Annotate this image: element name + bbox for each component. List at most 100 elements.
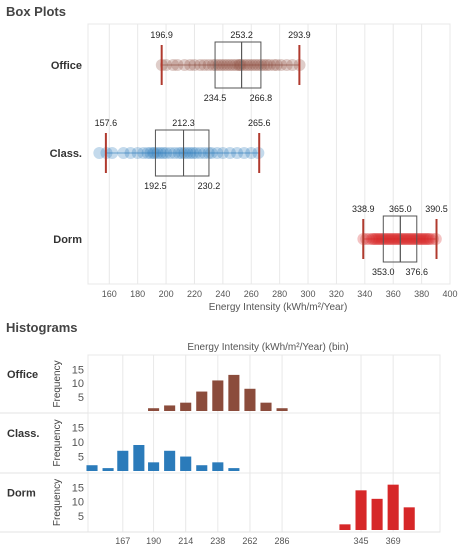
box-point-office-33 bbox=[270, 59, 283, 71]
box-point-office-20 bbox=[233, 59, 246, 71]
box-point-office-12 bbox=[212, 59, 225, 71]
box-point-class-0 bbox=[93, 147, 106, 159]
box-point-office-25 bbox=[246, 59, 259, 71]
box-point-class-25 bbox=[198, 147, 211, 159]
hist-bar-class-250 bbox=[228, 468, 240, 471]
box-point-class-11 bbox=[151, 147, 164, 159]
box-point-office-1 bbox=[160, 59, 173, 71]
box-point-dorm-31 bbox=[405, 233, 418, 245]
box-point-dorm-14 bbox=[381, 233, 394, 245]
box-point-dorm-33 bbox=[408, 233, 421, 245]
hist-bar-class-226 bbox=[196, 465, 208, 471]
box-point-dorm-15 bbox=[382, 233, 395, 245]
box-point-office-36 bbox=[286, 59, 299, 71]
box-point-class-19 bbox=[178, 147, 191, 159]
hist-bar-class-167 bbox=[117, 450, 129, 471]
box-point-dorm-7 bbox=[371, 233, 384, 245]
box-point-class-22 bbox=[187, 147, 200, 159]
box-x-tick-180: 180 bbox=[130, 289, 145, 299]
box-point-office-26 bbox=[249, 59, 262, 71]
box-point-dorm-29 bbox=[402, 233, 415, 245]
hist-row-label-office: Office bbox=[7, 369, 38, 381]
box-x-tick-340: 340 bbox=[357, 289, 372, 299]
hist-x-tick-190: 190 bbox=[146, 536, 161, 546]
box-point-class-32 bbox=[238, 147, 251, 159]
hist-y-tick-office-10: 10 bbox=[72, 378, 84, 390]
box-label-min-class: 157.6 bbox=[95, 118, 118, 128]
box-point-dorm-4 bbox=[367, 233, 380, 245]
hist-panel-dorm bbox=[87, 472, 441, 533]
hist-x-tick-286: 286 bbox=[275, 536, 290, 546]
box-x-tick-380: 380 bbox=[414, 289, 429, 299]
box-point-office-2 bbox=[167, 59, 180, 71]
box-x-tick-320: 320 bbox=[329, 289, 344, 299]
box-point-class-16 bbox=[168, 147, 181, 159]
histograms: 167 190 214 238 262 286 345 369 Office Frequency 5… bbox=[0, 354, 441, 546]
box-point-office-13 bbox=[215, 59, 228, 71]
box-label-q1-dorm: 353.0 bbox=[372, 267, 395, 277]
box-point-office-8 bbox=[198, 59, 211, 71]
hist-bar-office-250 bbox=[228, 374, 240, 411]
box-point-office-31 bbox=[263, 59, 276, 71]
hist-y-tick-dorm-10: 10 bbox=[72, 497, 84, 509]
box-point-office-32 bbox=[267, 59, 280, 71]
box-point-class-20 bbox=[181, 147, 194, 159]
box-point-office-4 bbox=[178, 59, 191, 71]
box-point-dorm-8 bbox=[373, 233, 386, 245]
box-label-q3-office: 266.8 bbox=[250, 93, 273, 103]
box-point-class-5 bbox=[131, 147, 144, 159]
box-point-office-18 bbox=[229, 59, 242, 71]
box-point-dorm-43 bbox=[422, 233, 435, 245]
box-x-tick-240: 240 bbox=[215, 289, 230, 299]
box-x-tick-200: 200 bbox=[159, 289, 174, 299]
box-point-dorm-32 bbox=[407, 233, 420, 245]
box-point-dorm-2 bbox=[363, 233, 376, 245]
hist-bar-dorm-381 bbox=[403, 507, 415, 530]
box-point-class-2 bbox=[106, 147, 119, 159]
box-point-dorm-6 bbox=[370, 233, 383, 245]
box-point-class-7 bbox=[141, 147, 154, 159]
box-point-class-14 bbox=[160, 147, 173, 159]
box-label-min-office: 196.9 bbox=[150, 30, 173, 40]
box-point-class-23 bbox=[189, 147, 202, 159]
hist-bar-class-190 bbox=[148, 462, 160, 471]
box-point-dorm-16 bbox=[384, 233, 397, 245]
box-x-axis-label: Energy Intensity (kWh/m²/Year) bbox=[209, 302, 348, 313]
hist-section-title: Histograms bbox=[6, 320, 78, 335]
box-point-class-4 bbox=[124, 147, 137, 159]
box-point-office-11 bbox=[209, 59, 222, 71]
hist-x-tick-369: 369 bbox=[386, 536, 401, 546]
box-label-q3-class: 230.2 bbox=[198, 181, 221, 191]
hist-x-tick-167: 167 bbox=[115, 536, 130, 546]
box-row-label-dorm: Dorm bbox=[53, 234, 82, 246]
hist-bar-class-156 bbox=[102, 468, 114, 471]
box-point-class-6 bbox=[137, 147, 150, 159]
box-label-q1-office: 234.5 bbox=[204, 93, 227, 103]
box-upper-box-class bbox=[183, 129, 210, 177]
box-point-class-30 bbox=[223, 147, 236, 159]
box-point-class-9 bbox=[147, 147, 160, 159]
hist-bar-class-144 bbox=[86, 465, 98, 471]
hist-row-label-dorm: Dorm bbox=[7, 488, 36, 500]
hist-bar-office-190 bbox=[148, 408, 160, 411]
box-point-dorm-30 bbox=[404, 233, 417, 245]
hist-bar-dorm-345 bbox=[355, 490, 367, 530]
box-point-dorm-26 bbox=[398, 233, 411, 245]
box-point-dorm-42 bbox=[421, 233, 434, 245]
box-point-office-5 bbox=[184, 59, 197, 71]
box-point-office-15 bbox=[221, 59, 234, 71]
hist-bar-class-179 bbox=[133, 445, 145, 471]
box-point-class-33 bbox=[245, 147, 258, 159]
box-x-tick-300: 300 bbox=[301, 289, 316, 299]
box-point-class-31 bbox=[231, 147, 244, 159]
box-point-class-28 bbox=[211, 147, 224, 159]
box-section-title: Box Plots bbox=[6, 4, 66, 19]
hist-x-tick-262: 262 bbox=[242, 536, 257, 546]
box-point-office-24 bbox=[243, 59, 256, 71]
box-point-dorm-18 bbox=[387, 233, 400, 245]
box-point-dorm-24 bbox=[395, 233, 408, 245]
box-x-tick-360: 360 bbox=[386, 289, 401, 299]
hist-y-tick-class-10: 10 bbox=[72, 437, 84, 449]
